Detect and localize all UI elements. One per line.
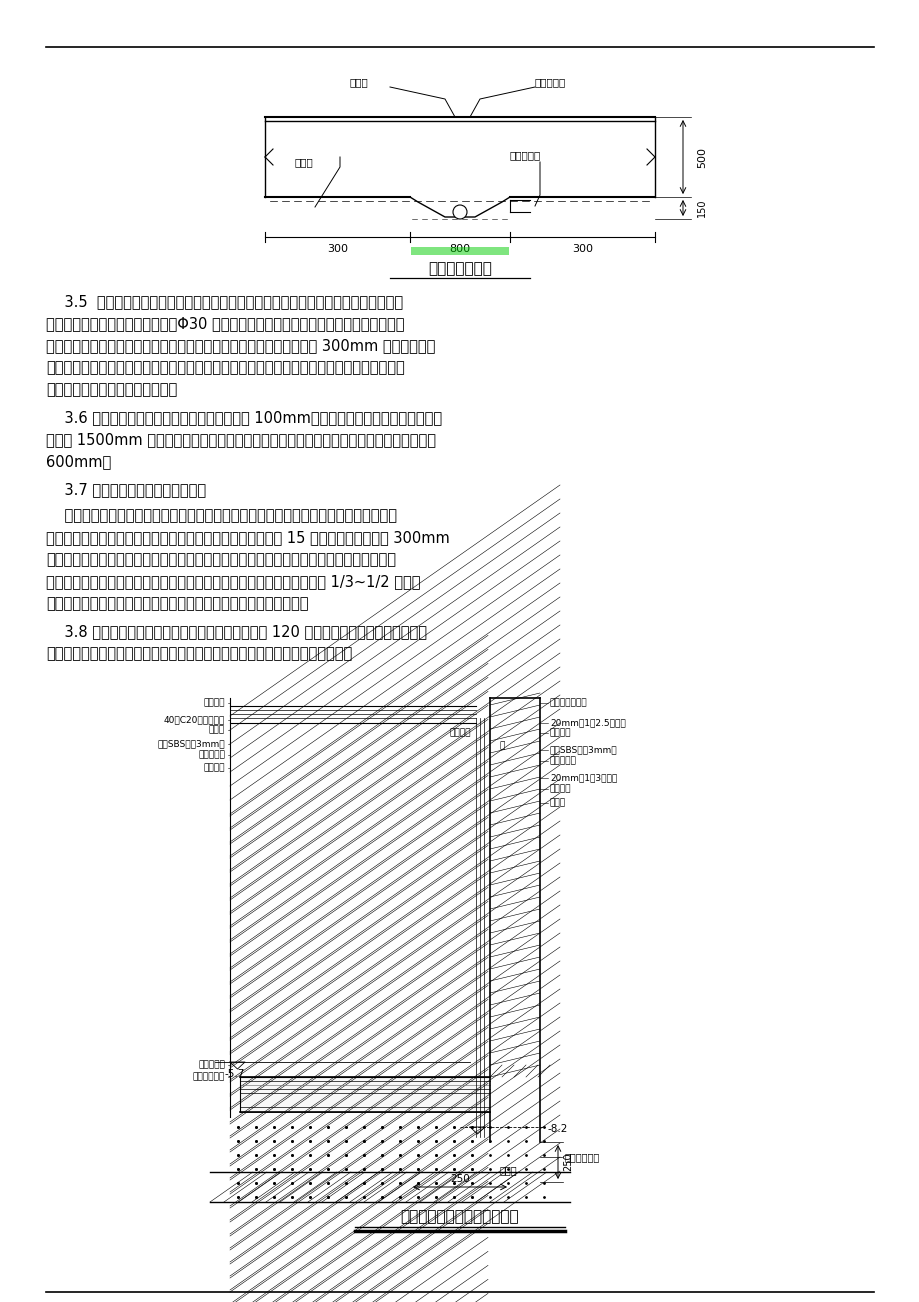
Text: 第一层卷材铺粘完毕后自检合格并报监理验收，合格后弹好第二层铺贴线方可铺粘第二: 第一层卷材铺粘完毕后自检合格并报监理验收，合格后弹好第二层铺贴线方可铺粘第二 <box>46 508 397 523</box>
Text: 左右用喷灯均匀加热卷材及基层，待卷材表面融化后，随即向前滚动卷材，滚压时不要将卷: 左右用喷灯均匀加热卷材及基层，待卷材表面融化后，随即向前滚动卷材，滚压时不要将卷 <box>46 552 395 566</box>
Text: 冷底子油: 冷底子油 <box>203 763 225 772</box>
Text: -5.7: -5.7 <box>225 1069 245 1079</box>
Text: 材卷入空气和异物，一定要压平实，上下两层和相邻两幅卷材接缝应错开 1/3~1/2 幅宽，: 材卷入空气和异物，一定要压平实，上下两层和相邻两幅卷材接缝应错开 1/3~1/2… <box>46 574 420 589</box>
Text: 保护层: 保护层 <box>209 725 225 734</box>
Text: 往返喷烤、观察当卷材的沥青刚刚熔化时，手扶管心两端向前缓缓滚动铺设，要求用力均匀、: 往返喷烤、观察当卷材的沥青刚刚熔化时，手扶管心两端向前缓缓滚动铺设，要求用力均匀… <box>46 359 404 375</box>
Text: 后浇带: 后浇带 <box>349 77 369 87</box>
Text: 500: 500 <box>697 147 706 168</box>
Text: 两层SBS型（3mm）: 两层SBS型（3mm） <box>550 746 617 754</box>
Text: 3.8 在砖胎模防水甩头至砖墙外，然后再砌筑两皮 120 砖做临时性保护墙，临时性保护: 3.8 在砖胎模防水甩头至砖墙外，然后再砌筑两皮 120 砖做临时性保护墙，临时… <box>46 624 426 639</box>
Text: 干铺油毡一层: 干铺油毡一层 <box>564 1152 599 1161</box>
Circle shape <box>452 204 467 219</box>
Text: 600mm。: 600mm。 <box>46 454 111 469</box>
Text: 250: 250 <box>562 1152 573 1172</box>
Bar <box>411 247 508 255</box>
Bar <box>230 1115 560 1202</box>
Text: 砂垫层: 砂垫层 <box>295 158 313 167</box>
Text: 底板后浇带防水: 底板后浇带防水 <box>427 262 492 276</box>
Text: 300: 300 <box>326 243 347 254</box>
Text: 3.6 两幅卷材短边和长边搭接宽度均不应小于 100mm，同一层相邻两幅卷材横向接缝彼: 3.6 两幅卷材短边和长边搭接宽度均不应小于 100mm，同一层相邻两幅卷材横向… <box>46 410 442 424</box>
Text: 800: 800 <box>449 243 470 254</box>
Text: 3.7 铺粘第二层改性沥青防水卷材: 3.7 铺粘第二层改性沥青防水卷材 <box>46 482 206 497</box>
Text: 基础底板防水施工做法示意图: 基础底板防水施工做法示意图 <box>401 1210 518 1224</box>
Text: 40厚C20细石混凝土: 40厚C20细石混凝土 <box>164 716 225 724</box>
Text: -8.2: -8.2 <box>548 1124 568 1134</box>
Text: 钢筋混凝土结构: 钢筋混凝土结构 <box>550 698 587 707</box>
Text: 墙用石灰砂浆砌筑，并用石灰砂浆抹面，待施工外墙防水时作为施工连接节点。: 墙用石灰砂浆砌筑，并用石灰砂浆抹面，待施工外墙防水时作为施工连接节点。 <box>46 646 352 661</box>
Text: 附加防水层: 附加防水层 <box>509 150 540 160</box>
Text: 两层SBS型（3mm）: 两层SBS型（3mm） <box>157 740 225 749</box>
Text: 附加层: 附加层 <box>499 1165 517 1174</box>
Text: 20mm厚1：3水泥砂: 20mm厚1：3水泥砂 <box>550 773 617 783</box>
Text: 300: 300 <box>572 243 593 254</box>
Text: 基础底板: 基础底板 <box>203 698 225 707</box>
Text: 素混凝土垫层: 素混凝土垫层 <box>193 1073 225 1082</box>
Text: 浆保护层: 浆保护层 <box>550 729 571 737</box>
Text: 钢板止水墙: 钢板止水墙 <box>198 1061 225 1069</box>
Text: 不窝气，铺设压边宽度应掌握好。: 不窝气，铺设压边宽度应掌握好。 <box>46 381 177 397</box>
Text: 砖胎模: 砖胎模 <box>550 798 565 807</box>
Text: 浆找平层: 浆找平层 <box>550 785 571 793</box>
Text: 层卷材，按顺序铺好后，一人从一头卷起，然后点燃喷灯，等 15 分钟灯化后，距卷材 300mm: 层卷材，按顺序铺好后，一人从一头卷起，然后点燃喷灯，等 15 分钟灯化后，距卷材… <box>46 530 449 546</box>
Text: 3.5  铺粘第一层改性沥青防水卷材：将改性沥青防水卷材按铺贴长度进行裁剪并卷好: 3.5 铺粘第一层改性沥青防水卷材：将改性沥青防水卷材按铺贴长度进行裁剪并卷好 <box>46 294 403 309</box>
Text: 此错开 1500mm 以上，在立面与平面的转角处，卷材的接缝应留在平面上，距立面不应小于: 此错开 1500mm 以上，在立面与平面的转角处，卷材的接缝应留在平面上，距立面… <box>46 432 436 447</box>
Text: 250: 250 <box>449 1174 470 1184</box>
Text: 一层油毡: 一层油毡 <box>448 729 471 737</box>
Text: 卷材防水层: 卷材防水层 <box>550 756 576 766</box>
Text: 上下层卷材不得相互垂直铺贴。卷材未冷凝之前，用开刀把边封好。: 上下层卷材不得相互垂直铺贴。卷材未冷凝之前，用开刀把边封好。 <box>46 596 308 611</box>
Text: 汽油喷灯或专用火焰喷枪，加热基层与卷材交接处，喷枪距加热面保持 300mm 左右的距离，: 汽油喷灯或专用火焰喷枪，加热基层与卷材交接处，喷枪距加热面保持 300mm 左右… <box>46 339 435 353</box>
Text: 砖: 砖 <box>499 742 505 750</box>
Bar <box>240 1077 490 1112</box>
Text: 卷材防水层: 卷材防水层 <box>198 750 225 759</box>
Text: 膨胀止水条: 膨胀止水条 <box>535 77 565 87</box>
Text: 备用，操作时将已卷好的卷材，用Φ30 的管穿入卷心，卷材端头比齐开始铺的起点，点燃: 备用，操作时将已卷好的卷材，用Φ30 的管穿入卷心，卷材端头比齐开始铺的起点，点… <box>46 316 404 331</box>
Text: 20mm厚1：2.5水泥砂: 20mm厚1：2.5水泥砂 <box>550 719 625 728</box>
Text: 150: 150 <box>697 199 706 217</box>
